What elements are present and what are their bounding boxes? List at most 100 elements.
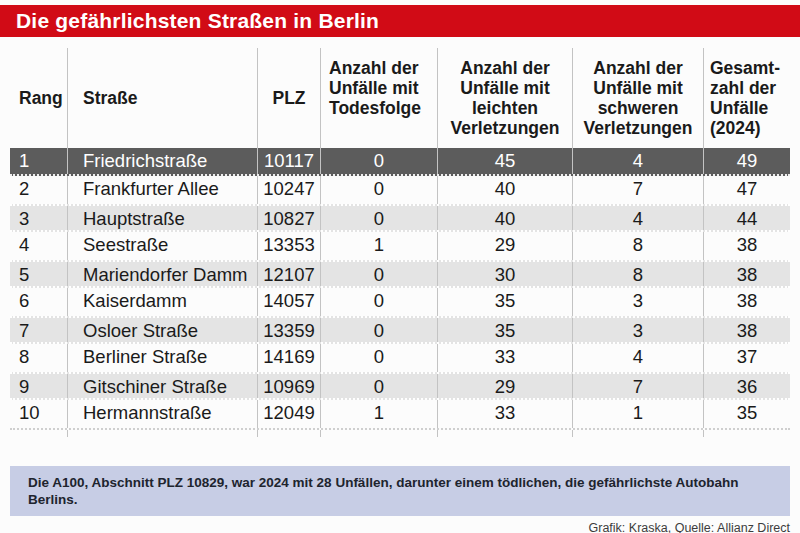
cell-leicht: 40 xyxy=(438,176,573,204)
cell-todesfolge: 0 xyxy=(321,344,438,372)
cell-todesfolge: 0 xyxy=(321,374,438,398)
accidents-table: RangStraßePLZAnzahl der Unfälle mit Tode… xyxy=(10,48,790,437)
credit-text: Grafik: Kraska, Quelle: Allianz Direct xyxy=(0,521,790,533)
cell-leicht: 35 xyxy=(438,318,573,342)
cell-todesfolge: 0 xyxy=(321,206,438,230)
grid-stub-cell xyxy=(258,430,321,437)
cell-gesamt: 38 xyxy=(704,318,790,342)
cell-rang: 9 xyxy=(10,374,68,398)
cell-todesfolge: 0 xyxy=(321,318,438,342)
cell-leicht: 45 xyxy=(438,148,573,174)
cell-schwer: 3 xyxy=(573,288,704,316)
cell-strasse: Friedrichstraße xyxy=(68,148,258,174)
cell-rang: 7 xyxy=(10,318,68,342)
cell-strasse: Gitschiner Straße xyxy=(68,374,258,398)
cell-leicht: 33 xyxy=(438,400,573,428)
page-title: Die gefährlichsten Straßen in Berlin xyxy=(16,9,379,32)
table-row: 9Gitschiner Straße10969029736 xyxy=(10,372,790,400)
cell-schwer: 8 xyxy=(573,232,704,260)
cell-strasse: Kaiserdamm xyxy=(68,288,258,316)
grid-stub-cell xyxy=(321,430,438,437)
column-header-plz: PLZ xyxy=(258,48,321,148)
cell-rang: 1 xyxy=(10,148,68,174)
cell-leicht: 33 xyxy=(438,344,573,372)
cell-gesamt: 49 xyxy=(704,148,790,174)
cell-todesfolge: 0 xyxy=(321,262,438,286)
cell-schwer: 3 xyxy=(573,318,704,342)
cell-leicht: 30 xyxy=(438,262,573,286)
cell-schwer: 4 xyxy=(573,206,704,230)
cell-todesfolge: 1 xyxy=(321,400,438,428)
table-row: 7Osloer Straße13359035338 xyxy=(10,316,790,344)
table-row: 10Hermannstraße12049133135 xyxy=(10,400,790,428)
cell-leicht: 35 xyxy=(438,288,573,316)
grid-stub-cell xyxy=(438,430,573,437)
cell-plz: 10247 xyxy=(258,176,321,204)
table-body: 1Friedrichstraße101170454492Frankfurter … xyxy=(10,148,790,437)
cell-leicht: 29 xyxy=(438,232,573,260)
table-row: 6Kaiserdamm14057035338 xyxy=(10,288,790,316)
cell-plz: 12107 xyxy=(258,262,321,286)
cell-gesamt: 38 xyxy=(704,288,790,316)
grid-stub-cell xyxy=(68,430,258,437)
cell-leicht: 40 xyxy=(438,206,573,230)
column-header-leicht: Anzahl der Unfälle mit leichten Verletzu… xyxy=(438,48,573,148)
cell-gesamt: 44 xyxy=(704,206,790,230)
table-row: 1Friedrichstraße10117045449 xyxy=(10,148,790,176)
cell-gesamt: 37 xyxy=(704,344,790,372)
table-row: 3Hauptstraße10827040444 xyxy=(10,204,790,232)
cell-gesamt: 35 xyxy=(704,400,790,428)
column-header-rang: Rang xyxy=(10,48,68,148)
cell-plz: 14169 xyxy=(258,344,321,372)
cell-rang: 8 xyxy=(10,344,68,372)
cell-todesfolge: 0 xyxy=(321,148,438,174)
table-row: 4Seestraße13353129838 xyxy=(10,232,790,260)
cell-plz: 12049 xyxy=(258,400,321,428)
cell-schwer: 7 xyxy=(573,374,704,398)
grid-stub-cell xyxy=(704,430,790,437)
cell-rang: 6 xyxy=(10,288,68,316)
column-header-strasse: Straße xyxy=(68,48,258,148)
column-header-todesfolge: Anzahl der Unfälle mit Todesfolge xyxy=(321,48,438,148)
cell-plz: 13353 xyxy=(258,232,321,260)
cell-rang: 5 xyxy=(10,262,68,286)
cell-todesfolge: 0 xyxy=(321,176,438,204)
cell-schwer: 1 xyxy=(573,400,704,428)
footnote-text: Die A100, Abschnitt PLZ 10829, war 2024 … xyxy=(28,475,738,507)
cell-strasse: Mariendorfer Damm xyxy=(68,262,258,286)
cell-strasse: Osloer Straße xyxy=(68,318,258,342)
cell-strasse: Frankfurter Allee xyxy=(68,176,258,204)
cell-todesfolge: 0 xyxy=(321,288,438,316)
cell-rang: 3 xyxy=(10,206,68,230)
table-row: 8Berliner Straße14169033437 xyxy=(10,344,790,372)
title-bar: Die gefährlichsten Straßen in Berlin xyxy=(0,5,800,37)
cell-schwer: 4 xyxy=(573,344,704,372)
cell-schwer: 7 xyxy=(573,176,704,204)
cell-rang: 2 xyxy=(10,176,68,204)
cell-strasse: Hauptstraße xyxy=(68,206,258,230)
cell-strasse: Seestraße xyxy=(68,232,258,260)
cell-gesamt: 36 xyxy=(704,374,790,398)
table-row: 5Mariendorfer Damm12107030838 xyxy=(10,260,790,288)
table-grid-stub xyxy=(10,428,790,437)
grid-stub-cell xyxy=(10,430,68,437)
cell-rang: 10 xyxy=(10,400,68,428)
page: Die gefährlichsten Straßen in Berlin Ran… xyxy=(0,0,800,533)
cell-plz: 10827 xyxy=(258,206,321,230)
column-header-gesamt: Gesamt- zahl der Unfälle (2024) xyxy=(704,48,790,148)
cell-schwer: 4 xyxy=(573,148,704,174)
cell-schwer: 8 xyxy=(573,262,704,286)
column-header-schwer: Anzahl der Unfälle mit schweren Verletzu… xyxy=(573,48,704,148)
table-row: 2Frankfurter Allee10247040747 xyxy=(10,176,790,204)
cell-plz: 13359 xyxy=(258,318,321,342)
cell-rang: 4 xyxy=(10,232,68,260)
cell-strasse: Hermannstraße xyxy=(68,400,258,428)
grid-stub-cell xyxy=(573,430,704,437)
footnote-band: Die A100, Abschnitt PLZ 10829, war 2024 … xyxy=(10,466,790,516)
cell-gesamt: 38 xyxy=(704,262,790,286)
cell-plz: 10117 xyxy=(258,148,321,174)
cell-strasse: Berliner Straße xyxy=(68,344,258,372)
cell-gesamt: 38 xyxy=(704,232,790,260)
cell-leicht: 29 xyxy=(438,374,573,398)
cell-todesfolge: 1 xyxy=(321,232,438,260)
